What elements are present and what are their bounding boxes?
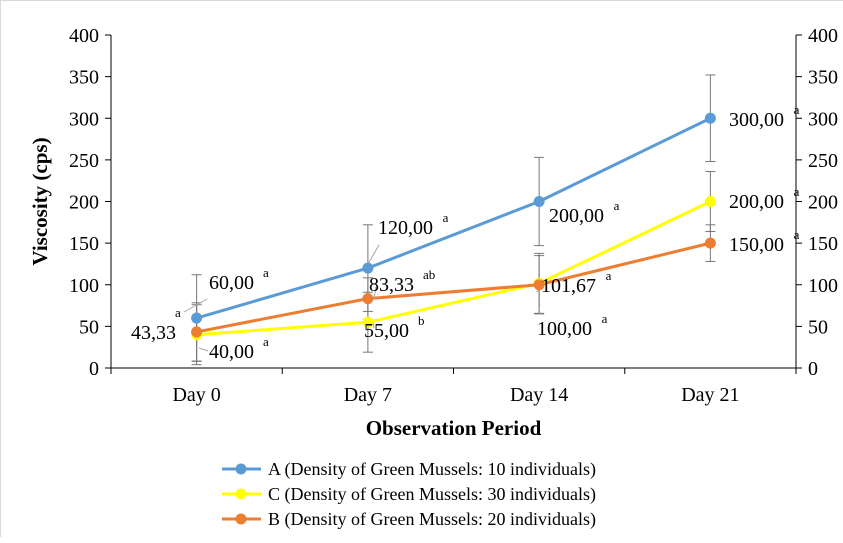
data-label: 300,00 xyxy=(729,109,784,131)
y-tick-label: 250 xyxy=(69,150,99,172)
data-label: 200,00 xyxy=(549,205,604,227)
y2-tick-label: 300 xyxy=(808,108,838,130)
y-tick-label: 50 xyxy=(79,316,99,338)
y2-tick-label: 0 xyxy=(808,358,818,380)
data-point xyxy=(362,293,374,305)
y-tick-label: 0 xyxy=(89,358,99,380)
significance-letter: a xyxy=(175,305,181,320)
significance-letter: a xyxy=(614,198,620,213)
data-label: 120,00 xyxy=(378,217,433,239)
y2-tick-label: 200 xyxy=(808,192,838,214)
legend-label: A (Density of Green Mussels: 10 individu… xyxy=(268,459,596,480)
label-leader-line xyxy=(198,347,209,352)
significance-letter: a xyxy=(794,184,800,199)
significance-letter: a xyxy=(794,102,800,117)
label-leader-line xyxy=(373,286,377,300)
data-point xyxy=(191,312,203,324)
data-label: 83,33 xyxy=(369,274,414,296)
y-tick-label: 400 xyxy=(69,25,99,47)
y-tick-label: 200 xyxy=(69,192,99,214)
x-tick-label: Day 14 xyxy=(510,384,568,406)
series-line xyxy=(196,241,711,334)
data-label: 100,00 xyxy=(537,318,592,340)
x-tick-label: Day 21 xyxy=(681,384,739,406)
data-point xyxy=(191,326,203,338)
x-tick-label: Day 7 xyxy=(344,384,392,406)
y-tick-label: 350 xyxy=(69,67,99,89)
data-point xyxy=(362,316,374,328)
y-tick-label: 150 xyxy=(69,233,99,255)
significance-letter: ab xyxy=(423,267,435,282)
y-tick-label: 300 xyxy=(69,108,99,130)
y2-tick-label: 150 xyxy=(808,233,838,255)
y-tick-label: 100 xyxy=(69,275,99,297)
y2-tick-label: 400 xyxy=(808,25,838,47)
y-axis-title: Viscosity (cps) xyxy=(28,137,52,265)
x-axis-title: Observation Period xyxy=(366,416,542,440)
significance-letter: a xyxy=(606,268,612,283)
data-label: 55,00 xyxy=(364,320,409,342)
significance-letter: a xyxy=(443,210,449,225)
data-point xyxy=(362,262,374,274)
data-point xyxy=(533,279,545,291)
legend-marker xyxy=(235,513,247,525)
legend-marker xyxy=(235,463,247,475)
series-line xyxy=(196,116,712,320)
y2-tick-label: 350 xyxy=(808,67,838,89)
legend-label: B (Density of Green Mussels: 20 individu… xyxy=(268,509,596,530)
data-label: 60,00 xyxy=(209,272,254,294)
data-label: 40,00 xyxy=(209,341,254,363)
data-point xyxy=(704,237,716,249)
y2-tick-label: 50 xyxy=(808,316,828,338)
series-line xyxy=(196,200,712,337)
data-label: 43,33 xyxy=(131,322,176,344)
legend-label: C (Density of Green Mussels: 30 individu… xyxy=(268,484,596,505)
y2-tick-label: 100 xyxy=(808,275,838,297)
data-label: 200,00 xyxy=(729,191,784,213)
significance-letter: a xyxy=(263,334,269,349)
significance-letter: a xyxy=(794,227,800,242)
significance-letter: b xyxy=(418,313,425,328)
y2-tick-label: 250 xyxy=(808,150,838,172)
significance-letter: a xyxy=(602,311,608,326)
data-label: 150,00 xyxy=(729,234,784,256)
data-point xyxy=(704,112,716,124)
x-tick-label: Day 0 xyxy=(172,384,220,406)
label-leader-line xyxy=(183,298,208,313)
data-label: 101,67 xyxy=(541,275,596,297)
legend-marker xyxy=(235,488,247,500)
data-point xyxy=(704,196,716,207)
label-leader-line xyxy=(367,244,380,265)
significance-letter: a xyxy=(263,265,269,280)
data-point xyxy=(533,196,545,207)
label-leader-line xyxy=(538,307,541,315)
